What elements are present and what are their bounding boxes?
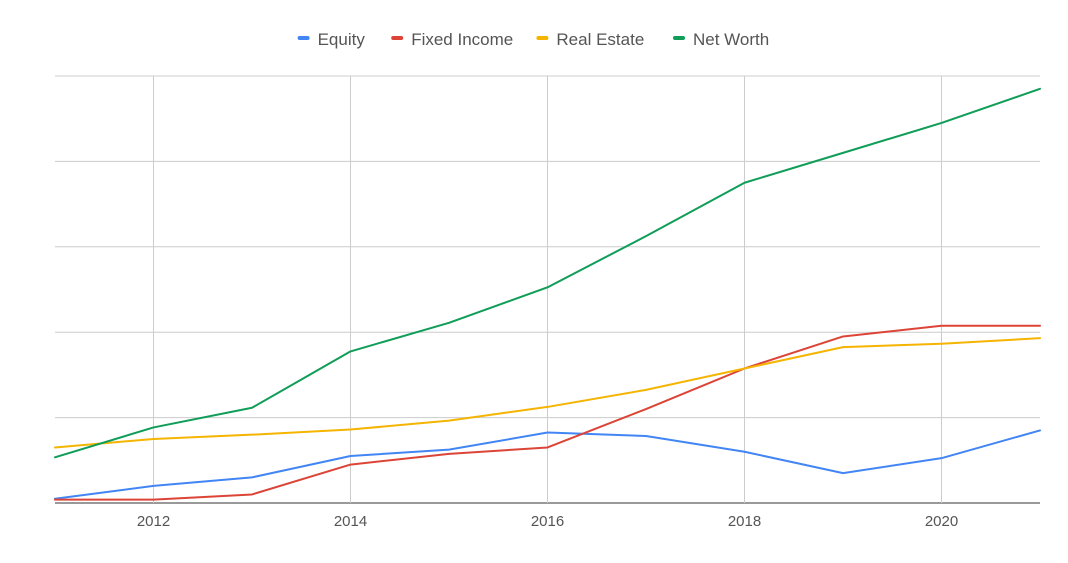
legend-item-fixed-income: Fixed Income: [391, 30, 513, 49]
legend-label: Net Worth: [693, 30, 769, 49]
legend-label: Fixed Income: [411, 30, 513, 49]
legend-item-real-estate: Real Estate: [536, 30, 644, 49]
series-line-real-estate: [54, 337, 1041, 449]
legend-label: Equity: [318, 30, 366, 49]
legend: Equity Fixed Income Real Estate Net Worth: [297, 30, 769, 49]
legend-swatch: [297, 36, 310, 40]
x-tick-label: 2014: [334, 513, 367, 530]
legend-item-equity: Equity: [297, 30, 366, 49]
x-tick-label: 2012: [137, 513, 170, 530]
legend-swatch: [536, 36, 549, 40]
x-axis: 2012 2014 2016 2018 2020: [137, 513, 958, 530]
legend-item-net-worth: Net Worth: [673, 30, 769, 49]
x-tick-label: 2016: [531, 513, 564, 530]
x-tick-label: 2020: [925, 513, 958, 530]
series-line-net-worth: [54, 87, 1041, 459]
legend-swatch: [391, 36, 404, 40]
x-tick-label: 2018: [728, 513, 761, 530]
gridlines: [55, 75, 1040, 504]
series-lines: [54, 87, 1041, 501]
series-line-equity: [54, 429, 1041, 500]
series-line-fixed-income: [54, 324, 1041, 501]
legend-swatch: [673, 36, 685, 40]
legend-label: Real Estate: [556, 30, 644, 49]
